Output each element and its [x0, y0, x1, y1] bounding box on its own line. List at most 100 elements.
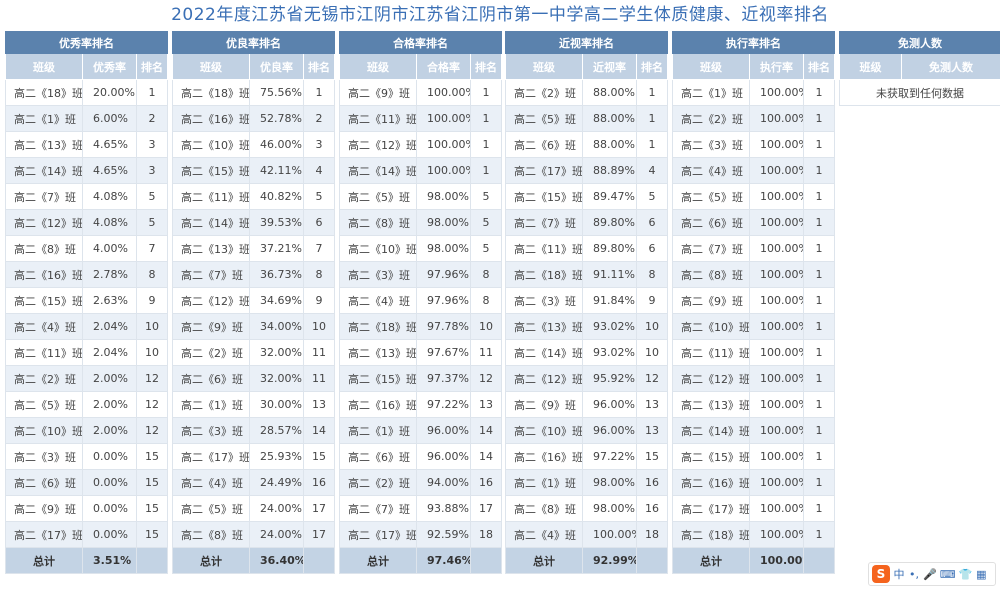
cell-class: 高二《3》班	[172, 417, 250, 444]
table-row: 高二《14》班 93.02% 10	[505, 339, 669, 366]
cell-class: 高二《3》班	[5, 443, 83, 470]
total-row: 总计 3.51%	[5, 547, 169, 574]
cell-class: 高二《5》班	[505, 105, 583, 132]
total-rank	[802, 547, 836, 574]
cell-rank: 1	[802, 469, 836, 496]
cell-rank: 1	[802, 339, 836, 366]
cell-rank: 12	[469, 365, 503, 392]
table-row: 高二《15》班 2.63% 9	[5, 287, 169, 314]
cell-rate: 91.11%	[582, 261, 637, 288]
cell-rank: 16	[635, 495, 669, 522]
cell-rate: 88.00%	[582, 131, 637, 158]
cell-class: 高二《2》班	[505, 79, 583, 106]
ime-toolbar[interactable]: S 中 •, 🎤 ⌨ 👕 ▦	[868, 562, 996, 586]
cell-rate: 89.80%	[582, 235, 637, 262]
skin-icon[interactable]: 👕	[958, 567, 973, 581]
cell-class: 高二《16》班	[339, 391, 417, 418]
cell-class: 高二《4》班	[672, 157, 750, 184]
table-row: 高二《1》班 6.00% 2	[5, 105, 169, 132]
cell-class: 高二《8》班	[505, 495, 583, 522]
table-row: 高二《8》班 4.00% 7	[5, 235, 169, 262]
cell-class: 高二《6》班	[672, 209, 750, 236]
cell-rate: 97.67%	[416, 339, 471, 366]
punctuation-icon[interactable]: •,	[909, 567, 919, 581]
cell-rank: 1	[802, 79, 836, 106]
cell-rate: 100.00%	[749, 469, 804, 496]
empty-message: 未获取到任何数据	[839, 79, 1000, 106]
toolbox-icon[interactable]: ▦	[976, 567, 987, 581]
table-row: 高二《18》班 97.78% 10	[339, 313, 503, 340]
table-row: 高二《8》班 24.00% 17	[172, 521, 336, 548]
cell-rate: 100.00%	[749, 79, 804, 106]
table-row: 高二《16》班 52.78% 2	[172, 105, 336, 132]
cell-class: 高二《4》班	[505, 521, 583, 548]
cell-rate: 96.00%	[582, 391, 637, 418]
cell-rank: 1	[802, 365, 836, 392]
cell-rate: 32.00%	[249, 365, 304, 392]
cell-rate: 40.82%	[249, 183, 304, 210]
cell-class: 高二《1》班	[5, 105, 83, 132]
cell-rate: 97.78%	[416, 313, 471, 340]
table-row: 高二《16》班 97.22% 13	[339, 391, 503, 418]
table-row: 高二《9》班 0.00% 15	[5, 495, 169, 522]
cell-class: 高二《1》班	[505, 469, 583, 496]
cell-rate: 100.00%	[749, 261, 804, 288]
cell-rate: 75.56%	[249, 79, 304, 106]
table-panel-execution: 执行率排名 班级 执行率 排名 高二《1》班100.00%1高二《2》班100.…	[671, 31, 836, 574]
cell-rank: 17	[302, 495, 336, 522]
cell-rank: 15	[135, 521, 169, 548]
cell-class: 高二《13》班	[172, 235, 250, 262]
cell-class: 高二《10》班	[5, 417, 83, 444]
table-panel-excellent: 优秀率排名 班级 优秀率 排名 高二《18》班 20.00% 1 高二《1》班 6.00…	[4, 31, 169, 574]
table-row: 高二《18》班 91.11% 8	[505, 261, 669, 288]
cell-rate: 34.69%	[249, 287, 304, 314]
cell-class: 高二《17》班	[672, 495, 750, 522]
cell-rate: 93.88%	[416, 495, 471, 522]
column-header-rank: 排名	[635, 53, 669, 80]
cell-rate: 100.00%	[749, 391, 804, 418]
microphone-icon[interactable]: 🎤	[923, 567, 937, 581]
total-rate: 97.46%	[416, 547, 471, 574]
cell-rank: 3	[135, 157, 169, 184]
cell-rank: 1	[802, 261, 836, 288]
cell-class: 高二《6》班	[5, 469, 83, 496]
cell-rate: 4.08%	[82, 209, 137, 236]
cell-class: 高二《12》班	[505, 365, 583, 392]
table-row: 高二《6》班 88.00% 1	[505, 131, 669, 158]
cell-rank: 13	[469, 391, 503, 418]
sogou-logo-icon[interactable]: S	[872, 565, 890, 583]
cell-class: 高二《6》班	[505, 131, 583, 158]
keyboard-icon[interactable]: ⌨	[939, 567, 956, 581]
table-row: 高二《7》班 89.80% 6	[505, 209, 669, 236]
cell-rank: 16	[469, 469, 503, 496]
cell-class: 高二《8》班	[5, 235, 83, 262]
cell-rate: 28.57%	[249, 417, 304, 444]
table-row: 高二《17》班 88.89% 4	[505, 157, 669, 184]
cell-class: 高二《6》班	[172, 365, 250, 392]
total-row: 总计 92.99%	[505, 547, 669, 574]
chinese-mode-icon[interactable]: 中	[893, 568, 905, 581]
cell-rank: 9	[135, 287, 169, 314]
table-row: 高二《11》班 89.80% 6	[505, 235, 669, 262]
cell-class: 高二《2》班	[672, 105, 750, 132]
table-row: 高二《3》班 0.00% 15	[5, 443, 169, 470]
cell-rate: 100.00%	[749, 235, 804, 262]
cell-rank: 1	[469, 105, 503, 132]
total-label: 总计	[672, 547, 750, 574]
cell-rank: 15	[302, 443, 336, 470]
cell-rank: 13	[635, 391, 669, 418]
cell-class: 高二《10》班	[672, 313, 750, 340]
exempt-table: 免测人数 班级 免测人数 未获取到任何数据	[839, 31, 1000, 106]
cell-rate: 4.08%	[82, 183, 137, 210]
total-label: 总计	[339, 547, 417, 574]
cell-rate: 97.22%	[582, 443, 637, 470]
column-header-class: 班级	[5, 53, 83, 80]
cell-rank: 5	[135, 209, 169, 236]
cell-class: 高二《16》班	[672, 469, 750, 496]
